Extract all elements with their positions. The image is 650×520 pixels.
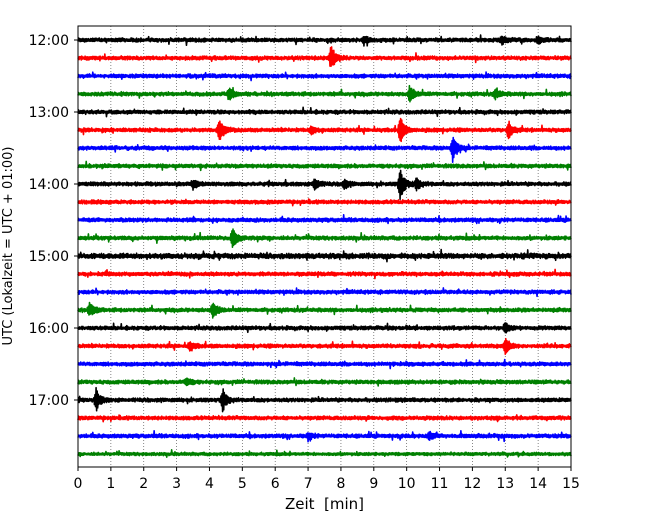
trace-1630	[77, 358, 572, 370]
x-tick-label: 2	[139, 476, 148, 492]
trace-1245	[77, 84, 572, 103]
trace-1530	[77, 287, 572, 298]
x-tick-label: 15	[562, 476, 580, 492]
x-tick-label: 6	[271, 476, 280, 492]
trace-1415	[77, 198, 572, 207]
y-tick-label: 17:00	[29, 393, 69, 409]
x-tick-label: 0	[74, 476, 83, 492]
trace-1230	[77, 71, 572, 82]
x-tick-label: 4	[205, 476, 214, 492]
x-tick-label: 1	[106, 476, 115, 492]
trace-1445	[77, 228, 572, 248]
x-tick-label: 12	[463, 476, 481, 492]
y-tick-label: 15:00	[29, 249, 69, 265]
y-axis-label: UTC (Lokalzeit = UTC + 01:00)	[1, 147, 16, 346]
x-tick-label: 7	[304, 476, 313, 492]
trace-1300	[77, 106, 572, 118]
x-tick-label: 14	[529, 476, 547, 492]
trace-1700	[77, 386, 572, 413]
trace-1715	[77, 414, 572, 423]
y-tick-label: 14:00	[29, 177, 69, 193]
x-tick-label: 13	[496, 476, 514, 492]
trace-1345	[77, 160, 572, 172]
trace-1515	[77, 268, 572, 280]
trace-1330	[77, 136, 572, 163]
trace-1615	[77, 337, 572, 355]
x-axis-ticks: 0 1 2 3 4 5 6 7 8 9 10 11 12 13 14 15	[74, 467, 580, 492]
plot-frame	[77, 25, 572, 468]
x-tick-label: 8	[336, 476, 345, 492]
trace-1730	[77, 429, 572, 443]
y-tick-label: 13:00	[29, 105, 69, 121]
trace-1315	[77, 117, 572, 143]
x-tick-label: 3	[172, 476, 181, 492]
trace-series-group	[77, 34, 572, 458]
trace-1545	[77, 301, 572, 319]
trace-1430	[77, 214, 572, 225]
x-tick-label: 10	[398, 476, 416, 492]
trace-1200	[77, 34, 572, 47]
trace-1600	[77, 322, 572, 334]
trace-1500	[77, 248, 572, 263]
x-tick-label: 9	[369, 476, 378, 492]
trace-1645	[77, 377, 572, 387]
y-tick-label: 12:00	[29, 33, 69, 49]
x-axis-label: Zeit [min]	[285, 495, 364, 513]
y-axis-ticks: 12:00 13:00 14:00 15:00 16:00 17:00	[29, 33, 78, 409]
trace-1215	[77, 46, 572, 67]
y-tick-label: 16:00	[29, 321, 69, 337]
trace-1745	[77, 449, 572, 458]
x-tick-label: 11	[431, 476, 449, 492]
x-tick-label: 5	[238, 476, 247, 492]
trace-1400	[77, 169, 572, 201]
